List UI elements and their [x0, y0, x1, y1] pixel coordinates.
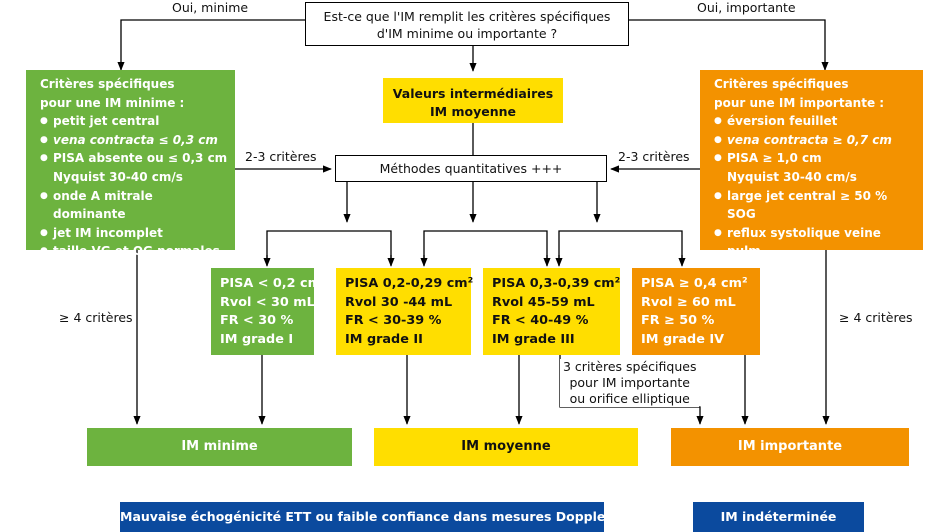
result-moderate: IM moyenne [374, 428, 638, 466]
grade-2-pisa: PISA 0,2-0,29 cm² [345, 276, 474, 291]
label-yes-minimal: Oui, minime [172, 0, 249, 15]
severe-criteria-list: éversion feuillet vena contracta ≥ 0,7 c… [714, 112, 917, 298]
connector-lines [117, 19, 830, 425]
severe-criterion-text: vena contracta ≥ 0,7 cm [727, 132, 892, 147]
label-4-criteria-left: ≥ 4 critères [57, 310, 135, 325]
question-line-2: d'IM minime ou importante ? [376, 26, 558, 41]
bottom-indeterminate: IM indéterminée [693, 502, 864, 532]
grade-4-pisa: PISA ≥ 0,4 cm² [641, 276, 748, 291]
label-yes-severe: Oui, importante [697, 0, 796, 15]
question-line-1: Est-ce que l'IM remplit les critères spé… [323, 9, 611, 24]
question-box: Est-ce que l'IM remplit les critères spé… [305, 2, 629, 46]
severe-criteria-title-2: pour une IM importante : [714, 95, 885, 110]
grade-1-label: IM grade I [220, 331, 294, 347]
grade-2-rvol: Rvol 30 -44 mL [345, 294, 453, 310]
minimal-criterion-text: PISA absente ou ≤ 0,3 cm [53, 151, 228, 166]
note-line-3: ou orifice elliptique [569, 391, 690, 406]
grade-4-fr: FR ≥ 50 % [641, 313, 715, 328]
minimal-criterion: onde A mitrale dominante [40, 187, 229, 224]
minimal-nyquist: Nyquist 30-40 cm/s [53, 169, 183, 184]
grade-3-label: IM grade III [492, 331, 575, 347]
severe-criteria-box: Critères spécifiques pour une IM importa… [700, 70, 923, 296]
grade-2-fr: FR < 30-39 % [345, 313, 442, 328]
minimal-criterion: vena contracta ≤ 0,3 cm [40, 131, 229, 150]
intermediate-line-2: IM moyenne [430, 104, 516, 119]
severe-shortcut-note: 3 critères spécifiques pour IM important… [560, 359, 700, 407]
minimal-criteria-title-2: pour une IM minime : [40, 95, 185, 110]
minimal-criterion: petit jet central [40, 112, 229, 131]
note-line-1: 3 critères spécifiques [563, 359, 697, 374]
grade-4-label: IM grade IV [641, 331, 725, 347]
arrow-to-severe-criteria [629, 19, 829, 71]
arrow-to-minimal-criteria [117, 19, 305, 71]
grade-3-pisa: PISA 0,3-0,39 cm² [492, 276, 621, 291]
grade-2-box: PISA 0,2-0,29 cm² Rvol 30 -44 mL FR < 30… [336, 268, 474, 355]
branch-grade-1-2 [266, 230, 392, 262]
grade-3-rvol: Rvol 45-59 mL [492, 294, 595, 310]
grade-2-label: IM grade II [345, 331, 423, 347]
intermediate-line-1: Valeurs intermédiaires [392, 86, 554, 101]
branch-grade-3-4 [558, 230, 683, 262]
grade-1-rvol: Rvol < 30 mL [220, 294, 315, 310]
minimal-criterion-text: vena contracta ≤ 0,3 cm [53, 132, 218, 147]
quantitative-methods-box: Méthodes quantitatives +++ [335, 155, 607, 182]
grade-3-fr: FR < 40-49 % [492, 313, 589, 328]
result-severe: IM importante [671, 428, 909, 466]
severe-criteria-title-1: Critères spécifiques [714, 77, 849, 91]
severe-criterion: éversion feuillet [714, 112, 917, 131]
severe-criterion: reflux systolique veine pulm [714, 224, 917, 261]
grade-1-pisa: PISA < 0,2 cm² [220, 276, 327, 291]
minimal-criteria-title-1: Critères spécifiques [40, 77, 175, 91]
intermediate-box: Valeurs intermédiaires IM moyenne [383, 78, 563, 123]
note-line-2: pour IM importante [569, 375, 690, 390]
grade-4-rvol: Rvol ≥ 60 mL [641, 294, 736, 310]
grade-1-box: PISA < 0,2 cm² Rvol < 30 mL FR < 30 % IM… [211, 268, 327, 355]
minimal-criterion: jet IM incomplet [40, 224, 229, 243]
result-minimal: IM minime [87, 428, 352, 466]
severe-criterion-text: PISA ≥ 1,0 cm [727, 151, 822, 166]
bottom-poor-echogenicity: Mauvaise échogénicité ETT ou faible conf… [120, 502, 604, 532]
label-2-3-criteria-left: 2-3 critères [245, 149, 317, 164]
severe-criterion: PISA ≥ 1,0 cm Nyquist 30-40 cm/s [714, 149, 917, 186]
severe-criterion: vena contracta ≥ 0,7 cm [714, 131, 917, 150]
severe-criterion: large jet central ≥ 50 % SOG [714, 187, 917, 224]
minimal-criteria-list: petit jet central vena contracta ≤ 0,3 c… [40, 112, 229, 261]
grade-1-fr: FR < 30 % [220, 313, 294, 328]
grade-3-box: PISA 0,3-0,39 cm² Rvol 45-59 mL FR < 40-… [483, 268, 620, 355]
minimal-criterion: taille VG et OG normales [40, 242, 229, 261]
minimal-criterion: PISA absente ou ≤ 0,3 cm Nyquist 30-40 cm… [40, 149, 229, 186]
severe-nyquist: Nyquist 30-40 cm/s [727, 169, 857, 184]
branch-grade-2-3 [423, 230, 548, 262]
minimal-criteria-box: Critères spécifiques pour une IM minime … [26, 70, 235, 261]
label-4-criteria-right: ≥ 4 critères [837, 310, 915, 325]
grade-4-box: PISA ≥ 0,4 cm² Rvol ≥ 60 mL FR ≥ 50 % IM… [632, 268, 760, 355]
label-2-3-criteria-right: 2-3 critères [618, 149, 690, 164]
